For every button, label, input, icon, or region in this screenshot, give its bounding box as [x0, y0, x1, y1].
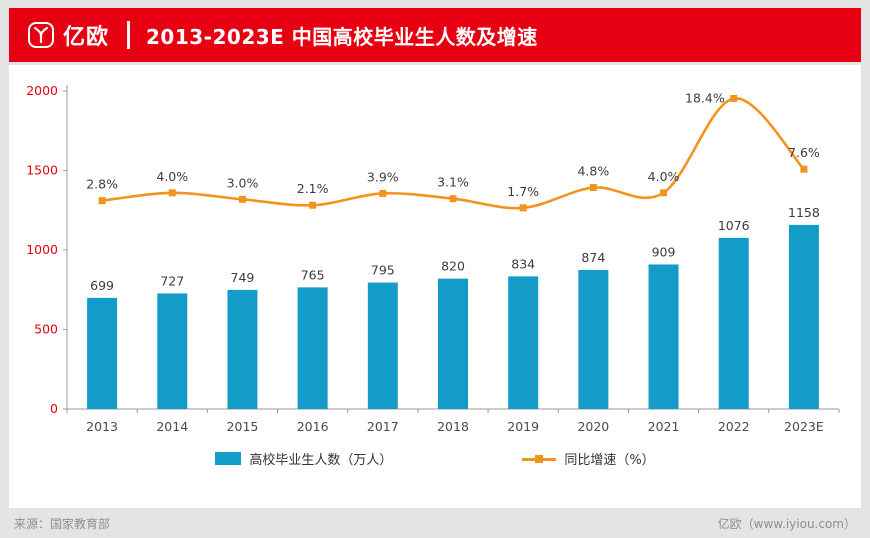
svg-text:500: 500: [34, 322, 58, 337]
svg-text:7.6%: 7.6%: [788, 145, 820, 160]
header-divider: [127, 21, 131, 49]
svg-text:1076: 1076: [718, 218, 750, 233]
svg-text:2.8%: 2.8%: [86, 177, 118, 192]
header-banner: 亿欧 2013-2023E 中国高校毕业生人数及增速: [9, 8, 861, 62]
chart-panel: 0 500 1000 1500 2000 2013 2014 2015 2016 2017 2018…: [9, 65, 861, 508]
svg-text:2017: 2017: [367, 419, 399, 434]
svg-text:1000: 1000: [26, 242, 58, 257]
line-legend-swatch: [522, 454, 557, 464]
svg-text:727: 727: [160, 273, 184, 288]
svg-text:2019: 2019: [507, 419, 539, 434]
source-text: 来源：国家教育部: [14, 516, 111, 531]
footer: 来源：国家教育部 亿欧（www.iyiou.com）: [9, 508, 861, 538]
svg-text:1500: 1500: [26, 163, 58, 178]
svg-text:2016: 2016: [297, 419, 329, 434]
svg-text:18.4%: 18.4%: [685, 90, 725, 105]
logo: 亿欧: [27, 19, 109, 51]
svg-text:4.0%: 4.0%: [648, 169, 680, 184]
svg-text:3.0%: 3.0%: [227, 175, 259, 190]
svg-text:3.9%: 3.9%: [367, 169, 399, 184]
svg-text:834: 834: [511, 256, 535, 271]
svg-text:699: 699: [90, 278, 114, 293]
svg-text:4.0%: 4.0%: [156, 169, 188, 184]
svg-text:2000: 2000: [26, 83, 58, 98]
svg-text:2013: 2013: [86, 419, 118, 434]
svg-text:2014: 2014: [156, 419, 188, 434]
svg-text:3.1%: 3.1%: [437, 175, 469, 190]
eo-logo-icon: [28, 22, 54, 48]
svg-text:2018: 2018: [437, 419, 469, 434]
svg-text:795: 795: [371, 263, 395, 278]
svg-text:749: 749: [231, 270, 255, 285]
svg-text:2023E: 2023E: [784, 419, 824, 434]
svg-text:4.8%: 4.8%: [577, 164, 609, 179]
svg-text:1158: 1158: [788, 205, 820, 220]
svg-text:0: 0: [50, 401, 58, 416]
svg-text:2020: 2020: [577, 419, 609, 434]
credit-text: 亿欧（www.iyiou.com）: [717, 516, 856, 531]
page-title: 2013-2023E 中国高校毕业生人数及增速: [146, 24, 538, 49]
legend-item-bar: 高校毕业生人数（万人）: [215, 449, 392, 468]
svg-text:874: 874: [581, 250, 605, 265]
legend-item-line: 同比增速（%）: [522, 449, 655, 468]
line-legend-label: 同比增速（%）: [564, 453, 655, 468]
chart-svg: 0 500 1000 1500 2000 2013 2014 2015 2016 2017 2018…: [26, 83, 840, 434]
svg-text:765: 765: [301, 267, 325, 282]
bar-legend-swatch: [215, 452, 242, 465]
svg-text:1.7%: 1.7%: [507, 184, 539, 199]
svg-text:2.1%: 2.1%: [297, 181, 329, 196]
svg-text:909: 909: [652, 244, 676, 259]
svg-text:2015: 2015: [227, 419, 259, 434]
logo-text: 亿欧: [63, 25, 110, 50]
svg-text:820: 820: [441, 259, 465, 274]
legend: 高校毕业生人数（万人） 同比增速（%）: [215, 449, 655, 468]
svg-text:2022: 2022: [718, 419, 750, 434]
bar-legend-label: 高校毕业生人数（万人）: [249, 453, 393, 468]
svg-text:2021: 2021: [648, 419, 680, 434]
